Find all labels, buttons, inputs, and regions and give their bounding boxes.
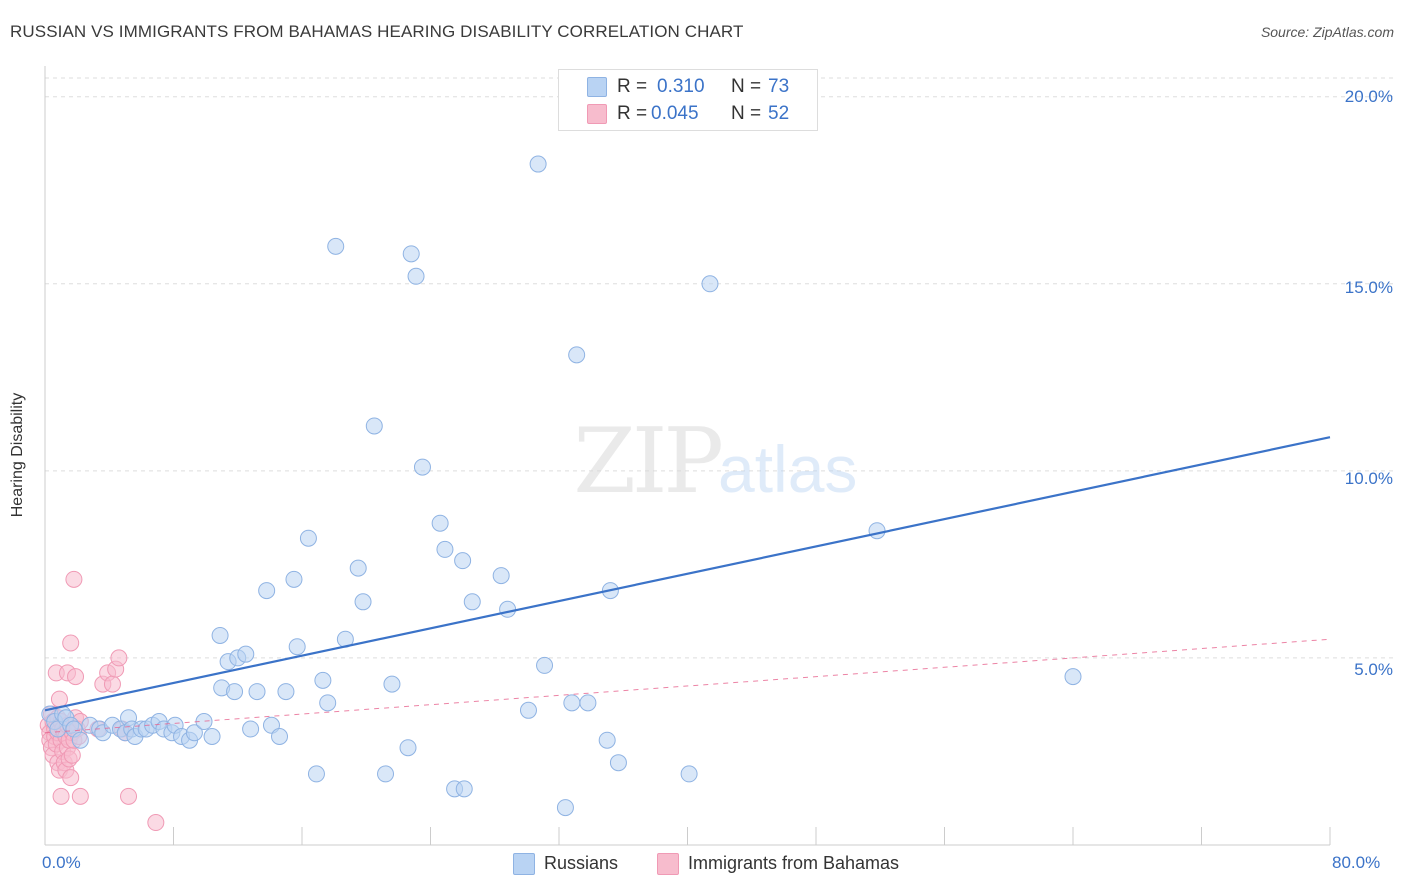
r-value: 0.310 [657,76,705,97]
russians-point [701,275,719,293]
x-tick-label-min: 0.0% [42,853,81,872]
n-label: N = [731,76,762,97]
source-label: Source: ZipAtlas.com [1260,24,1394,40]
bahamas-legend-swatch-icon [657,853,679,875]
correlation-stats-box: R = 0.310 N = 73 R = 0.045 N = 52 [558,69,818,131]
russians-point [288,638,306,656]
bahamas-swatch-icon [587,104,607,124]
russians-point [185,724,203,742]
russians-point [71,731,89,749]
r-label: R = [617,103,648,124]
russians-point [579,694,597,712]
russians-point [454,552,472,570]
russians-point [319,694,337,712]
bahamas-point [67,668,85,686]
russians-point [285,570,303,588]
bahamas-point [103,675,121,693]
russians-point [455,780,473,798]
russians-point [203,727,221,745]
bahamas-point [62,634,80,652]
n-label: N = [731,103,762,124]
russians-point [868,522,886,540]
russians-point [299,529,317,547]
russians-point [568,346,586,364]
russians-swatch-icon [587,77,607,97]
bahamas-point [147,814,165,832]
russians-point [258,582,276,600]
watermark-zip: ZIP [573,409,721,514]
russians-point [598,731,616,749]
x-tick-label-max: 80.0% [1332,853,1381,872]
russians-point [413,458,431,476]
russians-point [609,754,627,772]
russians-point [226,683,244,701]
russians-point [499,600,517,618]
russians-point [536,656,554,674]
russians-point [349,559,367,577]
russians-point [211,626,229,644]
n-value: 52 [768,103,790,124]
russians-point [1064,668,1082,686]
russians-point [314,671,332,689]
series-russians-points [41,155,1082,817]
grid-lines [45,77,1393,659]
russians-point [431,514,449,532]
russians-point [436,540,454,558]
bahamas-point [71,787,89,805]
bahamas-point [50,690,68,708]
y-tick-label-10: 10.0% [1344,469,1393,488]
russians-point [307,765,325,783]
russians-point [556,799,574,817]
r-label: R = [617,76,648,97]
russians-point [563,694,581,712]
bahamas-point [120,787,138,805]
bahamas-point [62,769,80,787]
russians-point [242,720,260,738]
russians-point [680,765,698,783]
russians-point [402,245,420,263]
series-bahamas-points [39,570,165,832]
russians-legend-swatch-icon [513,853,535,875]
y-tick-label-5: 5.0% [1354,660,1393,679]
russians-point [383,675,401,693]
russians-point [529,155,547,173]
trend-line-russians [44,436,1331,712]
russians-point [354,593,372,611]
trend-line-bahamas [44,638,1331,734]
russians-point [492,567,510,585]
watermark-atlas: atlas [718,432,857,506]
y-tick-label-15: 15.0% [1344,278,1393,297]
bahamas-point [52,787,70,805]
russians-point [407,267,425,285]
russians-point [463,593,481,611]
bahamas-point [65,570,83,588]
russians-point [248,683,266,701]
trend-lines [44,436,1331,734]
bahamas-point [110,649,128,667]
r-value: 0.045 [651,103,699,124]
russians-point [399,739,417,757]
russians-point [277,683,295,701]
bahamas-point [63,746,81,764]
russians-point [519,701,537,719]
n-value: 73 [768,76,790,97]
russians-point [237,645,255,663]
russians-point [271,727,289,745]
russians-point [365,417,383,435]
russians-point [327,237,345,255]
y-tick-label-20: 20.0% [1344,87,1393,106]
russians-point [377,765,395,783]
legend-label-bahamas: Immigrants from Bahamas [688,853,900,873]
legend-label-russians: Russians [544,853,619,873]
chart-title: RUSSIAN VS IMMIGRANTS FROM BAHAMAS HEARI… [10,22,744,41]
